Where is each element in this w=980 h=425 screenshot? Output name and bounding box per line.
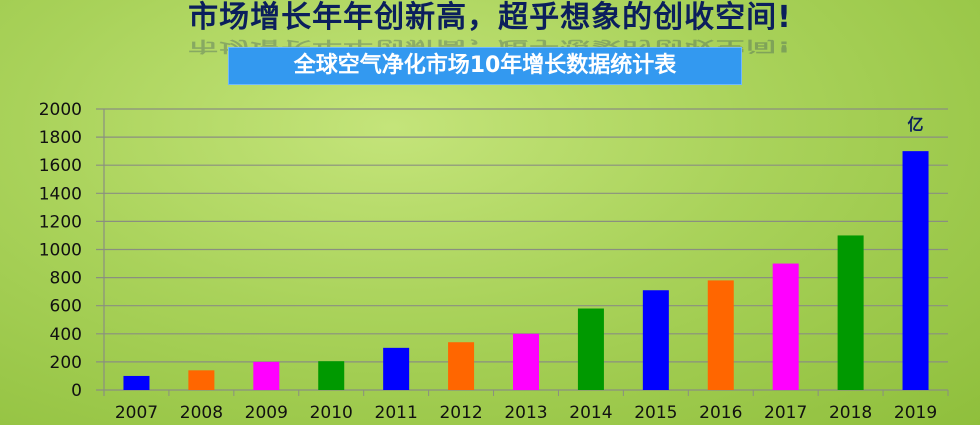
y-tick-label: 1600 — [39, 156, 82, 176]
bars — [123, 151, 929, 390]
bar-2013 — [513, 333, 539, 390]
x-tick-label: 2010 — [310, 403, 353, 423]
bar-2012 — [448, 342, 475, 390]
y-tick-labels: 0 200 400 600 800 1000 1200 1400 1600 1800 2000 — [39, 100, 82, 401]
x-tick-label: 2013 — [504, 403, 547, 423]
y-tick-label: 1000 — [39, 241, 82, 261]
x-tick-label: 2018 — [829, 403, 872, 423]
bar-2016 — [707, 280, 734, 390]
bar-2014 — [577, 308, 604, 390]
x-tick-label: 2012 — [439, 403, 482, 423]
x-tick-label: 2015 — [634, 403, 677, 423]
x-tick-label: 2016 — [699, 403, 742, 423]
y-tick-label: 1400 — [39, 184, 82, 204]
bar-2017 — [772, 263, 799, 390]
bar-2007 — [123, 375, 150, 390]
x-tick-label: 2009 — [245, 403, 288, 423]
unit-label: 亿 — [908, 115, 924, 134]
page-title: 市场增长年年创新高，超乎想象的创收空间! — [188, 0, 792, 35]
bar-2009 — [253, 361, 280, 390]
y-tick-label: 1800 — [39, 128, 82, 148]
y-tick-label: 800 — [50, 269, 82, 289]
chart-subtitle: 全球空气净化市场10年增长数据统计表 — [228, 47, 742, 85]
x-tick-label: 2007 — [115, 403, 158, 423]
y-tick-label: 200 — [50, 353, 82, 373]
y-tick-label: 2000 — [39, 100, 82, 120]
x-tick-label: 2019 — [894, 403, 937, 423]
x-tick-label: 2011 — [375, 403, 418, 423]
x-tick-label: 2017 — [764, 403, 807, 423]
y-tick-label: 0 — [71, 381, 82, 401]
bar-2019 — [902, 151, 929, 390]
x-tick-label: 2014 — [569, 403, 612, 423]
x-tick-label: 2008 — [180, 403, 223, 423]
bar-2015 — [642, 290, 669, 390]
bar-2008 — [188, 370, 215, 390]
y-tick-label: 600 — [50, 297, 82, 317]
y-tick-label: 400 — [50, 325, 82, 345]
y-tick-label: 1200 — [39, 212, 82, 232]
x-tick-labels: 2007 2008 2009 2010 2011 2012 2013 2014 2015 2016… — [115, 403, 937, 423]
bar-2010 — [318, 361, 345, 390]
bar-2011 — [383, 347, 410, 390]
bar-2018 — [837, 235, 864, 390]
